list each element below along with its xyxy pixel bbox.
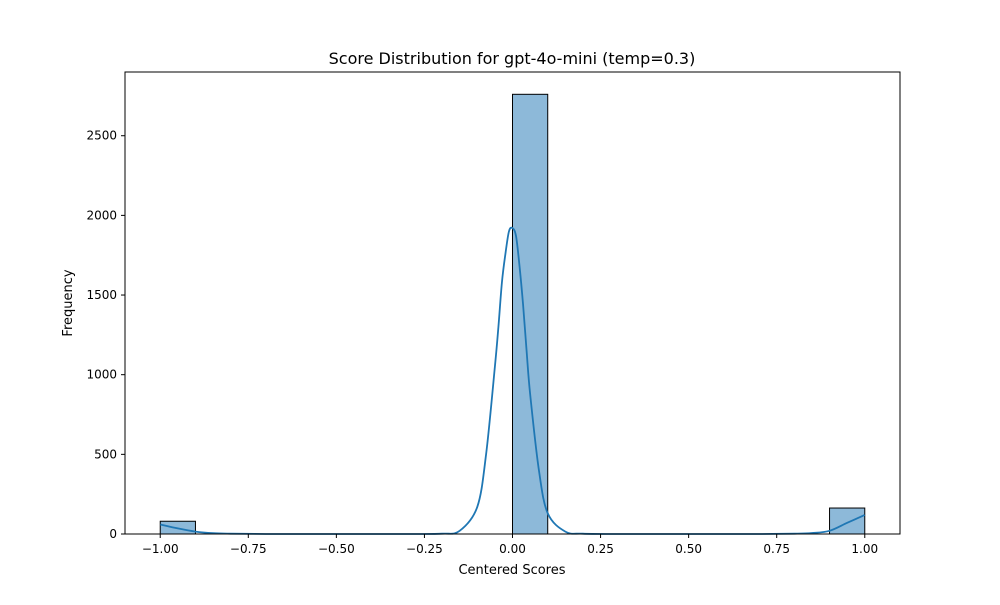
x-tick-label: 0.50 — [675, 542, 702, 556]
x-axis-label: Centered Scores — [458, 563, 565, 578]
y-axis-label: Frequency — [61, 269, 76, 336]
y-tick-label: 2000 — [86, 208, 117, 222]
y-tick-label: 500 — [94, 447, 117, 461]
histogram-bar — [829, 507, 866, 535]
x-tick-label: 0.00 — [499, 542, 526, 556]
histogram-bar — [512, 93, 549, 535]
x-tick-label: −0.50 — [318, 542, 355, 556]
bars-layer — [159, 93, 866, 535]
x-tick-label: −0.75 — [230, 542, 267, 556]
y-tick-label: 2500 — [86, 129, 117, 143]
chart-title: Score Distribution for gpt-4o-mini (temp… — [329, 49, 696, 68]
x-tick-label: 0.25 — [587, 542, 614, 556]
y-tick-label: 0 — [109, 527, 117, 541]
x-tick-label: −1.00 — [142, 542, 179, 556]
y-tick-label: 1000 — [86, 368, 117, 382]
x-tick-label: −0.25 — [406, 542, 443, 556]
x-tick-label: 1.00 — [851, 542, 878, 556]
plot-frame — [124, 71, 901, 535]
y-ticks-layer: 0 500 1000 1500 2000 2500 — [86, 129, 125, 541]
x-tick-label: 0.75 — [763, 542, 790, 556]
y-tick-label: 1500 — [86, 288, 117, 302]
x-ticks-layer: −1.00 −0.75 −0.50 −0.25 0.00 0.25 0.50 0.75 1.00 — [142, 534, 878, 556]
